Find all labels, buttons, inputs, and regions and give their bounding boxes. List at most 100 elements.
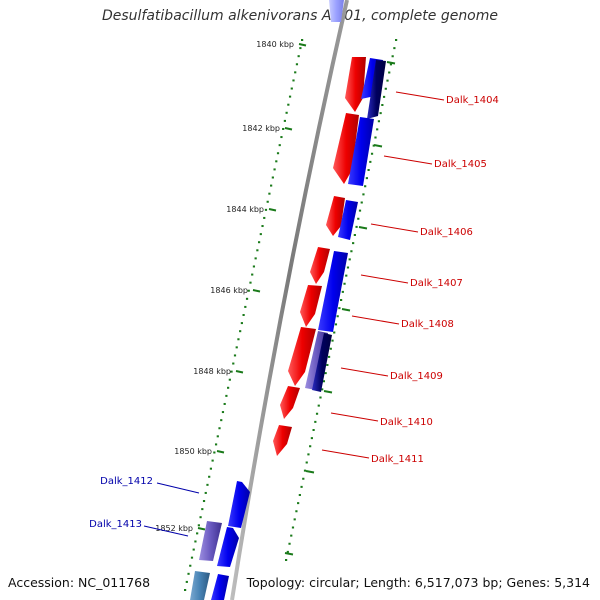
track-dot [201,508,204,511]
track-dot [393,47,396,50]
track-dot [334,323,338,326]
gene-label: Dalk_1406 [420,227,473,238]
track-dot [204,491,207,494]
track-dot [338,307,341,310]
gene-arrow [228,481,250,528]
track-dot [391,55,394,58]
track-dot [365,177,368,180]
track-dot [310,437,313,440]
track-dot [228,378,231,381]
track-dot [270,184,273,187]
track-dot [360,201,363,204]
track-dot [386,79,389,82]
track-dot [336,315,339,318]
track-dot [190,556,194,559]
gene-label: Dalk_1408 [401,319,454,330]
gene-label: Dalk_1407 [410,278,463,289]
track-dot [240,322,243,325]
track-dot [290,87,293,90]
tick-label: 1850 kbp [174,447,212,456]
track-dot [333,331,336,334]
track-dot [315,412,319,415]
track-dot [211,459,214,462]
gene-label: Dalk_1409 [390,371,443,382]
track-dot [293,518,296,521]
track-dot [298,494,301,496]
track-dot [264,208,268,211]
tick-mark [216,450,225,454]
track-dot [374,136,377,139]
track-dot [208,475,211,478]
track-dot [297,55,300,58]
track-dot [376,128,379,131]
track-dot [343,282,346,285]
map-title: Desulfatibacillum alkenivorans AK-01, co… [101,8,499,24]
gene-arrow [338,200,358,240]
track-dot [218,427,221,430]
track-dot [301,39,304,41]
tick-marks: 1840 kbp 1842 kbp 1844 kbp 1846 kbp 1848 kbp… [155,40,396,556]
gene-label: Dalk_1410 [380,417,433,428]
track-dot [297,502,300,505]
track-dot [345,274,348,277]
track-dot [242,314,245,316]
track-dot [280,136,283,139]
track-dot [232,362,235,365]
track-dot [273,168,276,171]
track-dot [239,330,242,333]
track-dot [381,104,384,106]
track-dot [209,467,213,470]
tick-mark [268,208,277,212]
gene-arrow [333,113,359,184]
gene-arrow [300,285,322,327]
track-dot [194,540,197,543]
tick-label: 1842 kbp [242,124,280,133]
tick-label: 1846 kbp [210,286,248,295]
track-dot [295,63,299,66]
track-dot [331,339,334,342]
track-dot [199,516,202,519]
tick-mark [358,226,368,230]
tick-mark [284,552,294,556]
track-dot [283,119,286,122]
track-dot [300,485,303,488]
tick-label: 1848 kbp [193,367,231,376]
track-dot [221,411,225,414]
gene-arrow [273,425,292,456]
label-leader-line [370,223,419,233]
track-dot [322,380,326,383]
track-dot [206,483,209,486]
track-dot [346,266,350,269]
track-dot [251,273,254,276]
tick-mark [197,527,206,531]
label-leader-line [360,274,409,284]
tick-mark [252,289,261,293]
gene-label: Dalk_1405 [434,159,487,170]
track-dot [227,386,230,389]
gene-label: Dalk_1411 [371,454,424,465]
accession-text: Accession: NC_011768 [8,575,151,590]
label-leader-line [351,315,400,325]
track-dot [197,524,200,527]
track-dot [329,347,332,350]
track-dot [278,144,281,147]
track-dot [326,364,329,366]
tick-mark [373,144,383,148]
track-dot [220,419,223,422]
track-dot [252,265,256,268]
forward-strand-genes [273,57,386,456]
track-dot [358,209,362,212]
track-dot [184,589,187,591]
track-dot [285,559,288,561]
gene-arrow [329,0,344,22]
track-dot [249,281,252,284]
gene-arrow [288,327,316,386]
track-dot [353,234,356,236]
reverse-strand-genes [190,0,344,600]
tick-mark [341,308,351,312]
genome-info-text: Topology: circular; Length: 6,517,073 bp… [246,575,590,590]
track-dot [355,225,358,228]
track-dot [263,216,266,219]
gene-arrow [367,60,386,119]
